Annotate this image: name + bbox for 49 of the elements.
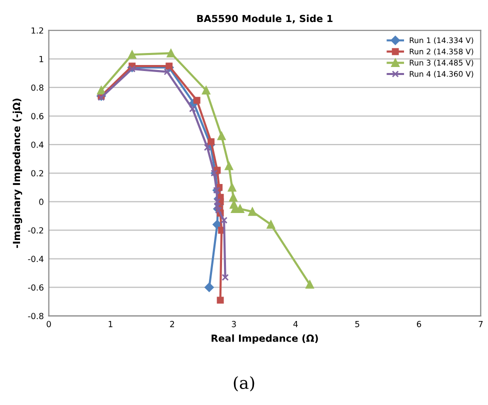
- point: [214, 202, 221, 210]
- point: [164, 68, 171, 76]
- point: [166, 49, 176, 58]
- point: [306, 280, 314, 289]
- y-tick-label: 0.4: [31, 142, 44, 148]
- y-tick-label: 0.2: [31, 170, 44, 176]
- x-tick-label: 7: [478, 321, 483, 328]
- y-tick-label: -0.6: [28, 284, 44, 291]
- point: [97, 86, 106, 94]
- point: [128, 65, 136, 72]
- y-tick-label: 1.2: [32, 27, 44, 34]
- point: [210, 170, 218, 177]
- point: [229, 193, 238, 202]
- x-tick-label: 3: [232, 320, 236, 328]
- y-tick-label: -0.2: [28, 227, 44, 234]
- chart-title: BA5590 Module 1, Side 1: [197, 14, 332, 24]
- point: [208, 138, 215, 146]
- x-tick-label: 0: [46, 320, 51, 328]
- point: [189, 105, 196, 112]
- point: [266, 220, 276, 229]
- point: [166, 62, 173, 70]
- x-axis-title: Real Impedance (Ω): [212, 334, 318, 344]
- point: [212, 220, 222, 230]
- point: [220, 216, 228, 224]
- y-tick-label: 0: [39, 198, 44, 205]
- x-tick-label: 1: [108, 321, 112, 328]
- point: [204, 144, 211, 151]
- point: [217, 132, 226, 140]
- x-tick-label: 5: [355, 321, 360, 328]
- x-tick-label: 6: [416, 320, 422, 328]
- point: [204, 282, 214, 292]
- point: [222, 274, 229, 281]
- point: [224, 162, 234, 170]
- y-tick-label: 0.6: [31, 113, 44, 120]
- y-tick-label: 0.8: [31, 84, 44, 91]
- y-tick-label: -0.8: [28, 312, 44, 320]
- point: [214, 198, 221, 206]
- point: [248, 208, 257, 216]
- point: [128, 50, 136, 59]
- x-tick-label: 2: [170, 320, 174, 328]
- point: [202, 86, 210, 94]
- point: [193, 96, 200, 104]
- point: [228, 183, 236, 192]
- x-tick-label: 4: [293, 321, 298, 328]
- y-tick-label: 1: [40, 56, 44, 62]
- y-axis-title: -Imaginary Impedance (-jΩ): [12, 98, 22, 248]
- text: (a): [234, 376, 254, 392]
- point: [216, 296, 224, 304]
- y-tick-label: -0.4: [28, 256, 44, 262]
